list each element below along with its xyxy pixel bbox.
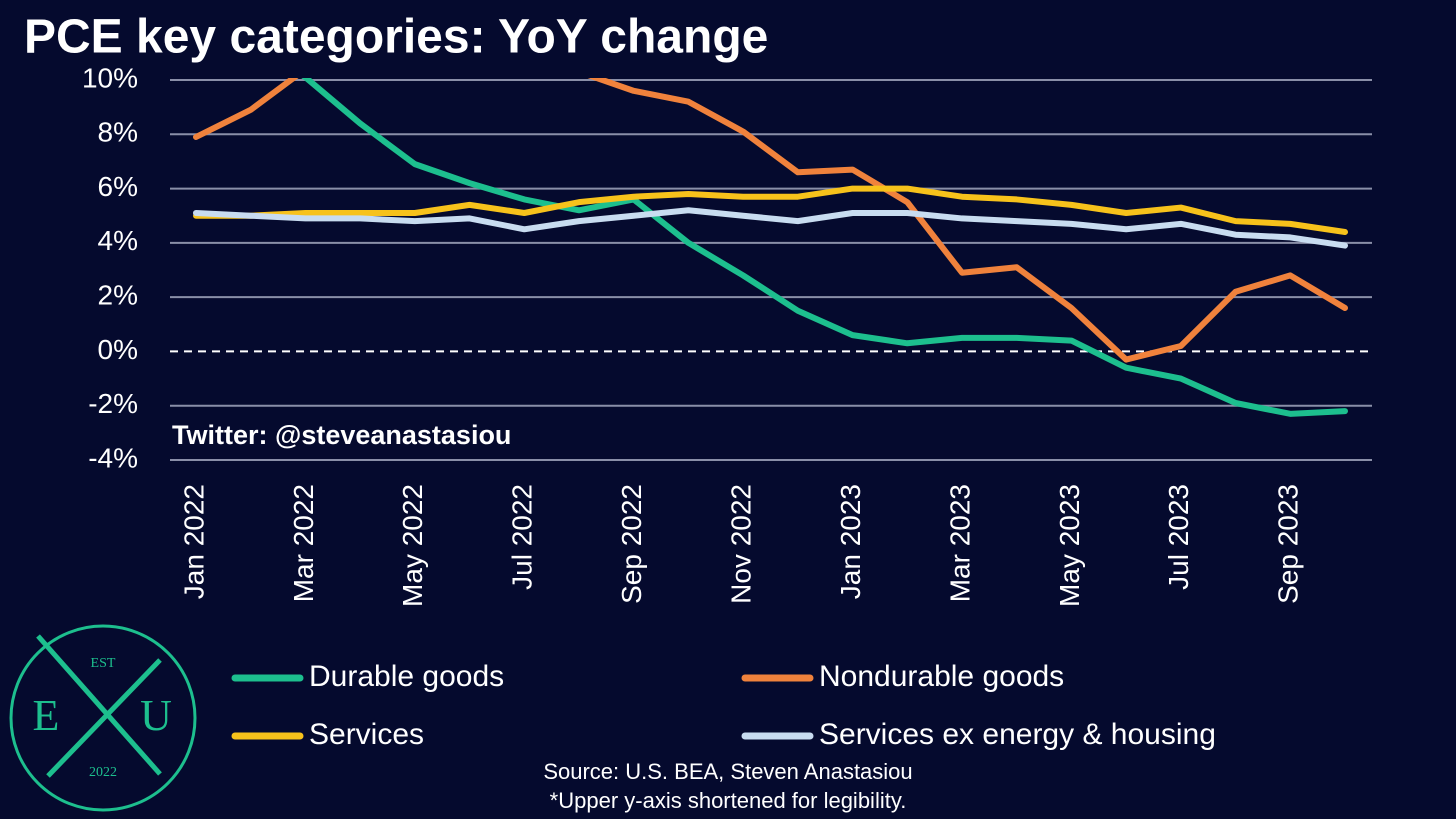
legend-label: Nondurable goods	[819, 660, 1064, 693]
logo-ring	[9, 624, 197, 812]
chart-title: PCE key categories: YoY change	[24, 11, 768, 64]
annotation: Twitter: @steveanastasiou	[172, 420, 511, 450]
x-tick-label: Mar 2023	[944, 484, 975, 602]
x-tick-label: Jul 2022	[507, 484, 538, 590]
series-line	[193, 78, 1348, 363]
logo-text: E	[33, 691, 60, 740]
y-tick-label: 2%	[98, 280, 138, 311]
x-tick-label: Jan 2022	[178, 484, 209, 599]
logo-stroke	[46, 658, 162, 778]
plot-area	[193, 78, 1348, 417]
y-tick-label: 0%	[98, 334, 138, 365]
x-tick-label: Nov 2022	[726, 484, 757, 604]
y-tick-label: -2%	[88, 388, 138, 419]
x-tick-label: Jan 2023	[835, 484, 866, 599]
x-tick-label: Sep 2023	[1273, 484, 1304, 604]
x-tick-label: Jul 2023	[1163, 484, 1194, 590]
logo: EST E U 2022	[9, 624, 197, 812]
series-line	[193, 185, 1348, 235]
logo-text: EST	[91, 656, 116, 671]
legend-label: Services	[309, 718, 424, 751]
source: Source: U.S. BEA, Steven Anastasiou	[543, 759, 912, 784]
y-tick-label: 10%	[82, 62, 138, 93]
y-tick-label: -4%	[88, 442, 138, 473]
logo-text: 2022	[89, 765, 117, 780]
series-line	[193, 207, 1348, 249]
legend-label: Durable goods	[309, 660, 504, 693]
x-tick-label: May 2023	[1054, 484, 1085, 607]
x-tick-label: May 2022	[397, 484, 428, 607]
y-tick-label: 4%	[98, 225, 138, 256]
x-tick-label: Sep 2022	[616, 484, 647, 604]
logo-text: U	[140, 691, 172, 740]
y-tick-label: 8%	[98, 117, 138, 148]
x-tick-label: Mar 2022	[288, 484, 319, 602]
note: *Upper y-axis shortened for legibility.	[550, 788, 907, 813]
y-tick-label: 6%	[98, 171, 138, 202]
legend-label: Services ex energy & housing	[819, 718, 1216, 751]
series-line	[301, 78, 1348, 417]
logo-stroke	[36, 634, 162, 776]
